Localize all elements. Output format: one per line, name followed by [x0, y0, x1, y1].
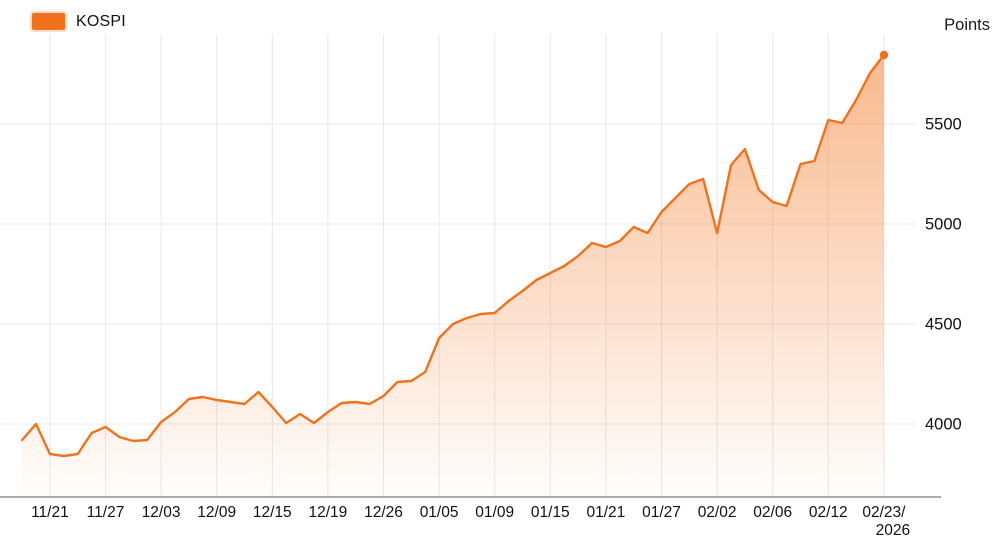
x-tick-label: 12/26: [364, 504, 403, 521]
kospi-area-fill: [22, 55, 884, 496]
last-point-dot: [879, 50, 889, 60]
x-tick-label: 12/09: [197, 504, 236, 521]
x-tick-label: 01/15: [531, 504, 570, 521]
legend-label: KOSPI: [76, 12, 126, 30]
x-tick-label: 02/02: [698, 504, 737, 521]
y-axis-unit-label: Points: [944, 16, 990, 34]
y-tick-label: 5500: [925, 116, 962, 134]
x-tick-label: 12/15: [253, 504, 292, 521]
y-tick-label: 4500: [925, 316, 962, 334]
x-tick-label: 11/21: [31, 504, 69, 521]
legend-item-kospi[interactable]: KOSPI: [30, 11, 126, 32]
x-tick-label: 01/27: [642, 504, 681, 521]
y-tick-label: 4000: [925, 416, 962, 434]
x-tick-label: 12/03: [142, 504, 181, 521]
x-tick-label: 02/12: [809, 504, 848, 521]
y-tick-label: 5000: [925, 216, 962, 234]
x-tick-label: 01/21: [587, 504, 626, 521]
kospi-line: [20, 53, 886, 458]
x-tick-label: 02/06: [753, 504, 792, 521]
x-tick-label: 01/05: [420, 504, 459, 521]
x-tick-label: 11/27: [87, 504, 125, 521]
x-tick-label: 12/19: [309, 504, 348, 521]
x-tick-label: 01/09: [475, 504, 514, 521]
legend-color-swatch: [30, 11, 67, 32]
x-tick-label: 02/23/2026: [862, 504, 910, 539]
